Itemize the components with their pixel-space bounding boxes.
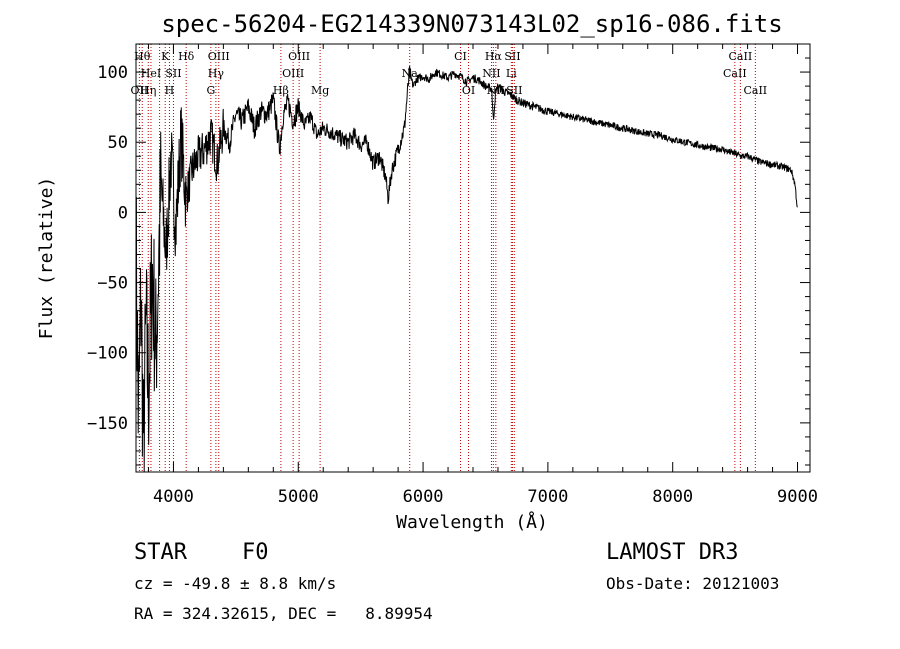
y-axis: −150 −100 −50 0 50 100 [87, 43, 810, 466]
line-label-6: H [165, 84, 175, 97]
y-tick-label: −100 [87, 344, 128, 364]
y-tick-label: −150 [87, 414, 128, 434]
observation-date: Obs-Date: 20121003 [606, 574, 780, 593]
line-label-10: Hγ [208, 67, 225, 80]
star-subclass: F0 [242, 540, 269, 565]
y-axis-label: Flux (relative) [36, 177, 57, 340]
line-label-9: G [206, 84, 215, 97]
line-label-13: OIII [282, 67, 304, 80]
line-label-12: Hβ [273, 84, 289, 97]
line-label-20: Hα [485, 50, 503, 63]
line-label-19: NII [482, 67, 500, 80]
line-label-23: SII [504, 50, 520, 63]
line-label-14: OIII [288, 50, 310, 63]
x-axis-label: Wavelength (Å) [396, 511, 548, 533]
redshift-velocity: cz = -49.8 ± 8.8 km/s [134, 574, 337, 593]
line-label-25: CaII [723, 67, 747, 80]
star-class: STAR [134, 540, 187, 565]
spectral-line-markers [138, 44, 756, 472]
x-axis: 4000 5000 6000 7000 8000 9000 [147, 44, 818, 507]
spectral-line-labels: OIIHθHηHeIKHSIIHδGHγOIIIHβOIIIOIIIMgNaCI… [131, 50, 768, 97]
line-label-1: Hθ [134, 50, 151, 63]
line-label-18: OI [462, 84, 475, 97]
x-tick-label: 4000 [153, 487, 194, 507]
plot-frame [135, 43, 811, 473]
x-tick-label: 7000 [527, 487, 568, 507]
survey-name: LAMOST DR3 [606, 540, 739, 565]
line-label-27: CaII [743, 84, 767, 97]
line-label-17: CI [454, 50, 467, 63]
line-label-7: SII [165, 67, 181, 80]
line-label-3: HeI [141, 67, 161, 80]
y-tick-label: 0 [118, 203, 128, 223]
x-tick-label: 9000 [777, 487, 818, 507]
chart-title: spec-56204-EG214339N073143L02_sp16-086.f… [161, 10, 782, 38]
x-tick-label: 8000 [652, 487, 693, 507]
line-label-5: K [161, 50, 170, 63]
y-tick-label: −50 [97, 274, 128, 294]
ra-dec: RA = 324.32615, DEC = 8.89954 [134, 604, 433, 623]
line-label-11: OIII [208, 50, 230, 63]
y-tick-label: 50 [108, 133, 128, 153]
line-label-8: Hδ [178, 50, 195, 63]
flux-series-line [135, 65, 798, 473]
y-tick-label: 100 [97, 63, 128, 83]
line-label-2: Hη [140, 84, 156, 97]
x-tick-label: 6000 [403, 487, 444, 507]
line-label-26: CaII [729, 50, 753, 63]
line-label-0: OII [131, 84, 149, 97]
line-label-15: Mg [311, 84, 329, 97]
x-tick-label: 5000 [278, 487, 319, 507]
line-label-22: Li [506, 67, 517, 80]
